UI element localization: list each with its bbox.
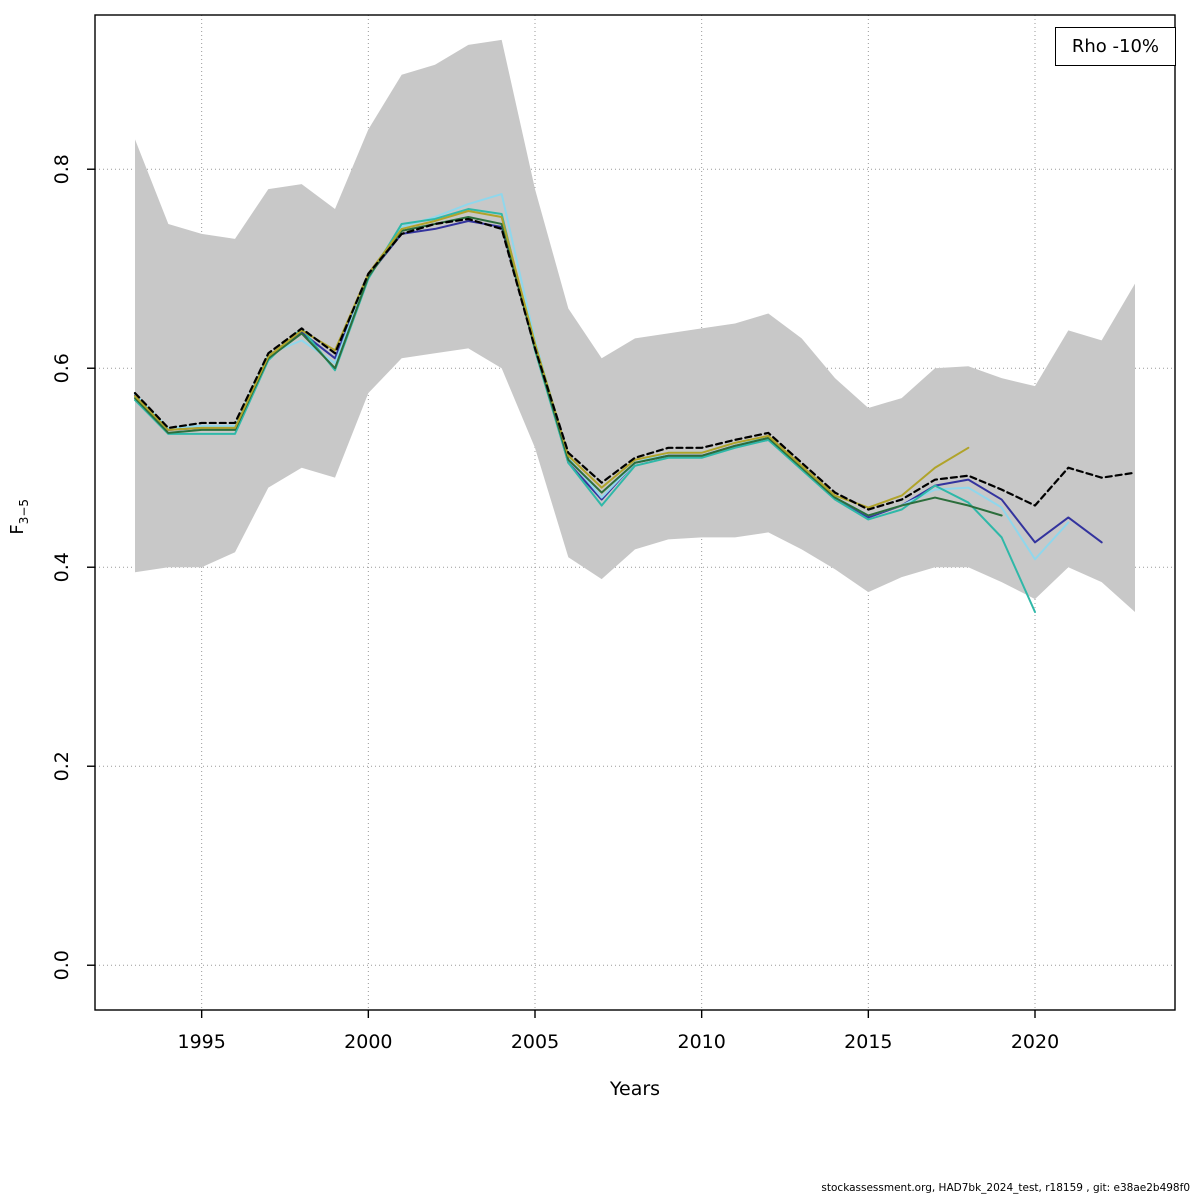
retro-peel-2021-line: [134, 193, 1070, 561]
y-axis-tick-label: 0.0: [51, 950, 73, 980]
y-axis-tick-label: 0.6: [51, 353, 73, 383]
x-axis-tick-label: 2010: [677, 1031, 725, 1053]
legend-label: Rho -10%: [1071, 36, 1159, 57]
x-axis-tick-label: 2020: [1011, 1031, 1059, 1053]
base-run-line: [133, 217, 1137, 511]
plot-border: [94, 14, 1176, 1011]
footer-citation: stockassessment.org, HAD7bk_2024_test, r…: [821, 1182, 1190, 1194]
y-axis-label-subscript: 3−5: [16, 498, 31, 525]
y-axis-tick-label: 0.4: [51, 552, 73, 582]
x-axis-tick-label: 1995: [177, 1031, 225, 1053]
confidence-band: [135, 39, 1135, 612]
y-axis-tick-label: 0.8: [51, 154, 73, 184]
x-axis-tick-label: 2005: [511, 1031, 559, 1053]
y-axis-tick-label: 0.2: [51, 751, 73, 781]
x-axis-label: Years: [609, 1078, 661, 1100]
x-axis-tick-label: 2000: [344, 1031, 392, 1053]
y-axis-label: F3−5: [7, 498, 31, 535]
legend-box: Rho -10%: [1054, 27, 1176, 66]
retro-peel-2019-line: [134, 215, 1003, 517]
x-axis-tick-label: 2015: [844, 1031, 892, 1053]
